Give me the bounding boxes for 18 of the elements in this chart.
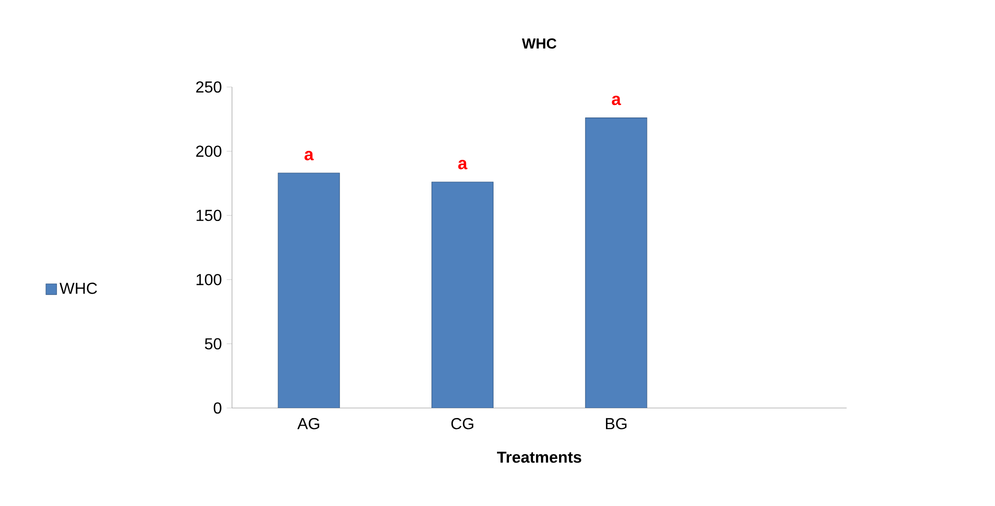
annotation: a <box>304 150 314 160</box>
x-axis-title: Treatments <box>497 452 582 463</box>
annotation: a <box>458 160 468 170</box>
x-tick-label: AG <box>297 418 320 430</box>
y-tick-label: 200 <box>196 146 222 157</box>
legend-label: WHC <box>60 282 97 294</box>
bar <box>585 118 648 408</box>
y-tick-label: 50 <box>204 338 222 350</box>
y-tick-label: 150 <box>196 210 222 222</box>
bar <box>432 182 494 408</box>
y-tick-label: 0 <box>214 402 222 414</box>
annotation: a <box>612 96 622 106</box>
bar <box>278 172 340 408</box>
y-tick-label: 100 <box>196 274 222 286</box>
x-tick-label: BG <box>606 418 626 430</box>
chart-title: WHC <box>522 38 556 49</box>
y-tick-label: 250 <box>196 81 222 93</box>
x-tick-label: CG <box>451 418 474 430</box>
